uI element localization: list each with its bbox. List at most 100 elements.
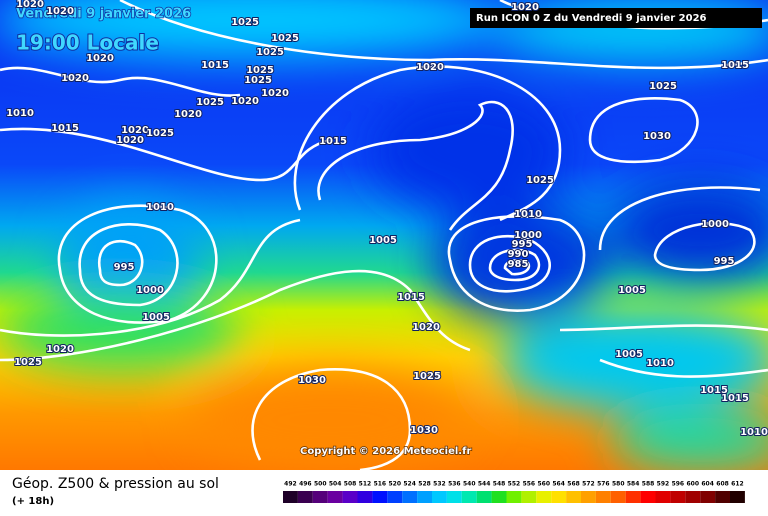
legend-swatch xyxy=(625,491,641,503)
pressure-label: 1025 xyxy=(526,175,554,186)
pressure-label: 1000 xyxy=(701,219,729,230)
legend-swatch xyxy=(610,491,626,503)
legend-label: 572 xyxy=(582,481,595,488)
legend-label: 612 xyxy=(731,481,744,488)
legend-swatch xyxy=(521,491,537,503)
date: Vendredi 9 janvier 2026 xyxy=(16,7,191,22)
copyright: Copyright © 2026 Meteociel.fr xyxy=(300,446,471,457)
legend-label: 496 xyxy=(299,481,312,488)
legend-swatch xyxy=(640,491,656,503)
legend-label: 532 xyxy=(433,481,446,488)
local-time: 19:00 Locale xyxy=(16,31,159,55)
legend-label: 576 xyxy=(597,481,610,488)
pressure-label: 1005 xyxy=(618,285,646,296)
legend-label: 492 xyxy=(284,481,297,488)
pressure-label: 1025 xyxy=(244,75,272,86)
pressure-label: 1020 xyxy=(46,344,74,355)
footer-subtitle: (+ 18h) xyxy=(12,496,54,507)
legend-swatch xyxy=(476,491,492,503)
legend-swatch xyxy=(283,491,298,503)
legend-label: 516 xyxy=(374,481,387,488)
legend-swatch xyxy=(357,491,373,503)
pressure-label: 995 xyxy=(714,256,735,267)
legend-label: 500 xyxy=(314,481,327,488)
legend-swatch xyxy=(372,491,388,503)
pressure-label: 1015 xyxy=(319,136,347,147)
footer-title: Géop. Z500 & pression au sol xyxy=(12,476,219,492)
legend-label: 588 xyxy=(642,481,655,488)
pressure-label: 1005 xyxy=(615,349,643,360)
pressure-label: 1025 xyxy=(231,17,259,28)
legend: 492 496 500 504 508 512 516 520 524 528 532 536 540 5… xyxy=(283,481,745,503)
pressure-label: 1010 xyxy=(514,209,542,220)
pressure-label: 1010 xyxy=(646,358,674,369)
pressure-label: 1015 xyxy=(700,385,728,396)
legend-label: 600 xyxy=(686,481,699,488)
pressure-label: 995 xyxy=(114,262,135,273)
legend-label: 520 xyxy=(388,481,401,488)
pressure-label: 1015 xyxy=(201,60,229,71)
pressure-label: 990 xyxy=(508,249,529,260)
legend-label: 608 xyxy=(716,481,729,488)
legend-swatch xyxy=(312,491,328,503)
pressure-label: 1030 xyxy=(410,425,438,436)
legend-label: 584 xyxy=(627,481,640,488)
pressure-label: 1020 xyxy=(116,135,144,146)
pressure-label: 1020 xyxy=(416,62,444,73)
legend-label: 580 xyxy=(612,481,625,488)
legend-label: 556 xyxy=(523,481,536,488)
pressure-label: 1020 xyxy=(174,109,202,120)
pressure-label: 1015 xyxy=(721,60,749,71)
pressure-label: 1025 xyxy=(14,357,42,368)
legend-swatch xyxy=(432,491,447,503)
legend-label: 524 xyxy=(403,481,416,488)
legend-swatch xyxy=(566,491,581,503)
legend-label: 536 xyxy=(448,481,461,488)
pressure-label: 1005 xyxy=(142,312,170,323)
legend-label: 504 xyxy=(329,481,342,488)
legend-label: 592 xyxy=(657,481,670,488)
legend-swatch xyxy=(402,491,418,503)
legend-label: 508 xyxy=(344,481,357,488)
pressure-label: 985 xyxy=(508,259,529,270)
legend-swatch xyxy=(417,491,432,503)
pressure-label: 1020 xyxy=(261,88,289,99)
legend-swatch xyxy=(327,491,343,503)
legend-swatch xyxy=(446,491,462,503)
legend-swatch xyxy=(715,491,730,503)
pressure-label: 1020 xyxy=(121,125,149,136)
isobars xyxy=(0,0,768,470)
pressure-label: 1020 xyxy=(231,96,259,107)
legend-swatch xyxy=(595,491,611,503)
pressure-label: 1020 xyxy=(86,53,114,64)
legend-label: 564 xyxy=(552,481,565,488)
legend-label: 512 xyxy=(359,481,372,488)
legend-swatch xyxy=(581,491,596,503)
legend-label: 568 xyxy=(567,481,580,488)
legend-label: 540 xyxy=(463,481,476,488)
pressure-label: 1025 xyxy=(146,128,174,139)
legend-swatch xyxy=(685,491,701,503)
pressure-label: 1010 xyxy=(740,427,768,438)
pressure-label: 1025 xyxy=(271,33,299,44)
pressure-label: 1030 xyxy=(298,375,326,386)
legend-swatch xyxy=(342,491,358,503)
pressure-label: 1025 xyxy=(649,81,677,92)
legend-label: 560 xyxy=(537,481,550,488)
legend-swatch xyxy=(297,491,313,503)
pressure-label: 1025 xyxy=(256,47,284,58)
run-box xyxy=(470,8,762,28)
legend-swatch xyxy=(700,491,716,503)
pressure-label: 1020 xyxy=(511,2,539,13)
run-info: Run ICON 0 Z du Vendredi 9 janvier 2026 xyxy=(476,13,707,24)
legend-label: 552 xyxy=(508,481,521,488)
legend-swatch xyxy=(655,491,671,503)
legend-swatch xyxy=(551,491,567,503)
pressure-label: 1010 xyxy=(146,202,174,213)
pressure-label: 1020 xyxy=(46,6,74,17)
pressure-label: 1000 xyxy=(514,230,542,241)
legend-label: 548 xyxy=(493,481,506,488)
legend-swatch xyxy=(670,491,686,503)
